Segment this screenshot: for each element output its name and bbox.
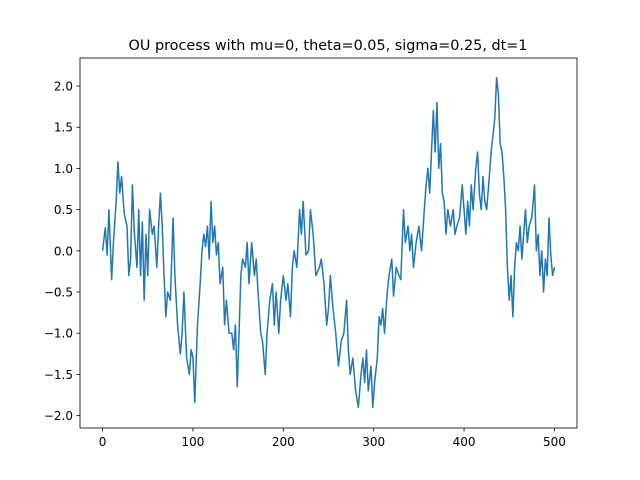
chart-title: OU process with mu=0, theta=0.05, sigma=… [129, 38, 528, 54]
x-tick-label: 0 [99, 435, 107, 449]
y-tick-label: −2.0 [44, 409, 73, 423]
y-tick-label: −1.5 [44, 368, 73, 382]
x-tick-label: 300 [362, 435, 385, 449]
y-tick-label: 1.5 [54, 121, 73, 135]
x-tick-label: 100 [182, 435, 205, 449]
y-tick-label: 2.0 [54, 80, 73, 94]
y-tick-label: 1.0 [54, 162, 73, 176]
y-tick-label: −1.0 [44, 327, 73, 341]
data-line [101, 77, 556, 409]
x-tick-label: 400 [453, 435, 476, 449]
plot-frame [79, 57, 578, 429]
y-tick-label: 0.5 [54, 203, 73, 217]
y-tick-label: 0.0 [54, 244, 73, 258]
x-tick-label: 200 [272, 435, 295, 449]
x-tick-label: 500 [543, 435, 566, 449]
y-tick-label: −0.5 [44, 286, 73, 300]
